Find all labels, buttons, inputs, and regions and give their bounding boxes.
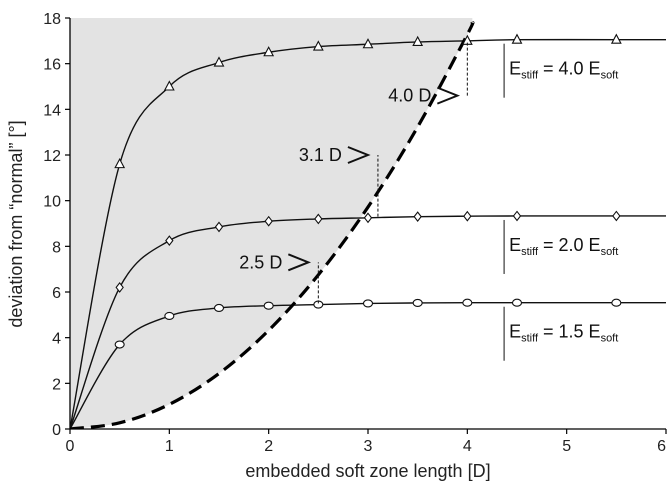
x-tick-label: 1 <box>165 438 174 455</box>
y-tick-label: 8 <box>52 239 61 256</box>
data-point <box>512 210 522 222</box>
data-point <box>611 298 622 307</box>
y-tick-label: 16 <box>43 57 61 74</box>
x-tick-label: 2 <box>264 438 273 455</box>
data-point <box>612 210 621 222</box>
series-line <box>70 302 666 429</box>
y-tick-label: 4 <box>52 331 61 348</box>
data-point <box>412 298 423 308</box>
y-tick-label: 10 <box>43 194 61 211</box>
data-point <box>165 235 174 247</box>
y-tick-label: 12 <box>43 148 61 165</box>
y-tick-label: 14 <box>43 102 61 119</box>
data-point <box>511 33 523 44</box>
x-tick-label: 6 <box>657 438 666 455</box>
data-point <box>610 33 622 44</box>
x-tick-label: 3 <box>364 438 373 455</box>
data-point <box>363 212 373 224</box>
series-label: Estiff = 2.0 Esoft <box>509 235 618 258</box>
y-tick-label: 2 <box>52 376 61 393</box>
annotation-label: 2.5 D <box>239 252 282 272</box>
annotation-chevron <box>347 146 371 164</box>
data-point <box>213 56 225 67</box>
data-point <box>164 311 175 321</box>
y-axis-title: deviation from “normal” [°] <box>6 120 26 327</box>
shaded-region <box>70 18 473 429</box>
x-tick-label: 4 <box>463 438 472 455</box>
annotation-chevron <box>287 253 312 272</box>
data-point <box>264 215 273 227</box>
data-point <box>462 298 473 307</box>
data-point <box>511 298 523 307</box>
data-point <box>362 38 374 49</box>
data-point <box>214 221 224 233</box>
data-point <box>213 303 225 313</box>
series-line <box>70 215 666 429</box>
x-tick-label: 5 <box>562 438 571 455</box>
annotation-label: 3.1 D <box>299 145 342 165</box>
series-label: Estiff = 1.5 Esoft <box>509 322 618 345</box>
y-tick-label: 6 <box>52 285 61 302</box>
data-point <box>412 35 424 47</box>
data-point <box>114 157 126 169</box>
data-point <box>114 340 125 349</box>
x-axis-title: embedded soft zone length [D] <box>245 461 490 481</box>
data-point <box>115 282 124 293</box>
data-point <box>263 301 274 310</box>
annotation-label: 4.0 D <box>388 86 431 106</box>
data-point <box>263 46 275 57</box>
data-point <box>463 210 472 222</box>
data-point <box>312 40 324 51</box>
y-tick-label: 18 <box>43 11 61 28</box>
data-point <box>362 299 374 308</box>
data-point <box>413 211 422 223</box>
data-point <box>314 213 323 225</box>
boundary-curve <box>70 21 475 429</box>
data-point <box>163 80 175 91</box>
annotation-chevron <box>436 86 461 105</box>
series-label: Estiff = 4.0 Esoft <box>509 59 618 82</box>
y-tick-label: 0 <box>52 422 61 439</box>
x-tick-label: 0 <box>66 438 75 455</box>
